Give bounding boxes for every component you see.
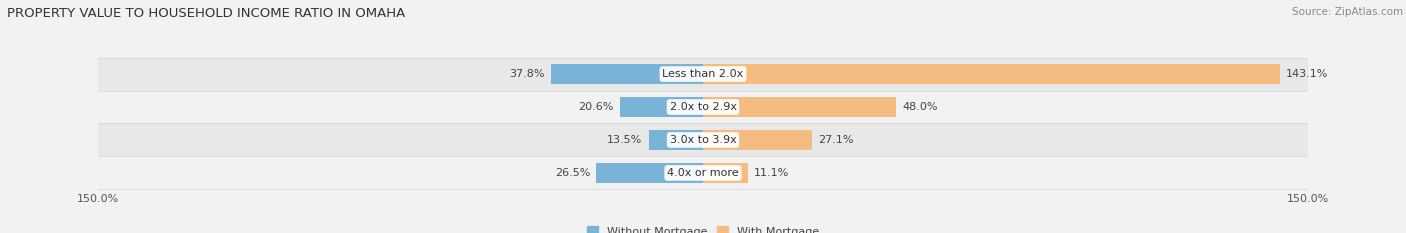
Bar	[620, 97, 703, 117]
Bar	[648, 130, 703, 150]
Text: 3.0x to 3.9x: 3.0x to 3.9x	[669, 135, 737, 145]
Bar	[703, 130, 813, 150]
Bar	[98, 156, 1308, 189]
Text: 13.5%: 13.5%	[607, 135, 643, 145]
Bar	[703, 64, 1279, 84]
Bar	[703, 97, 897, 117]
Bar	[551, 64, 703, 84]
Bar	[98, 123, 1308, 156]
Text: 4.0x or more: 4.0x or more	[668, 168, 738, 178]
Text: PROPERTY VALUE TO HOUSEHOLD INCOME RATIO IN OMAHA: PROPERTY VALUE TO HOUSEHOLD INCOME RATIO…	[7, 7, 405, 20]
Text: 48.0%: 48.0%	[903, 102, 938, 112]
Bar	[98, 58, 1308, 91]
Legend: Without Mortgage, With Mortgage: Without Mortgage, With Mortgage	[588, 226, 818, 233]
Text: 20.6%: 20.6%	[578, 102, 614, 112]
Text: 2.0x to 2.9x: 2.0x to 2.9x	[669, 102, 737, 112]
Text: Source: ZipAtlas.com: Source: ZipAtlas.com	[1292, 7, 1403, 17]
Bar	[596, 163, 703, 183]
Text: 27.1%: 27.1%	[818, 135, 853, 145]
Text: 37.8%: 37.8%	[509, 69, 544, 79]
Text: 11.1%: 11.1%	[754, 168, 789, 178]
Bar	[98, 91, 1308, 123]
Text: 143.1%: 143.1%	[1286, 69, 1329, 79]
Text: 26.5%: 26.5%	[555, 168, 591, 178]
Text: Less than 2.0x: Less than 2.0x	[662, 69, 744, 79]
Bar	[703, 163, 748, 183]
